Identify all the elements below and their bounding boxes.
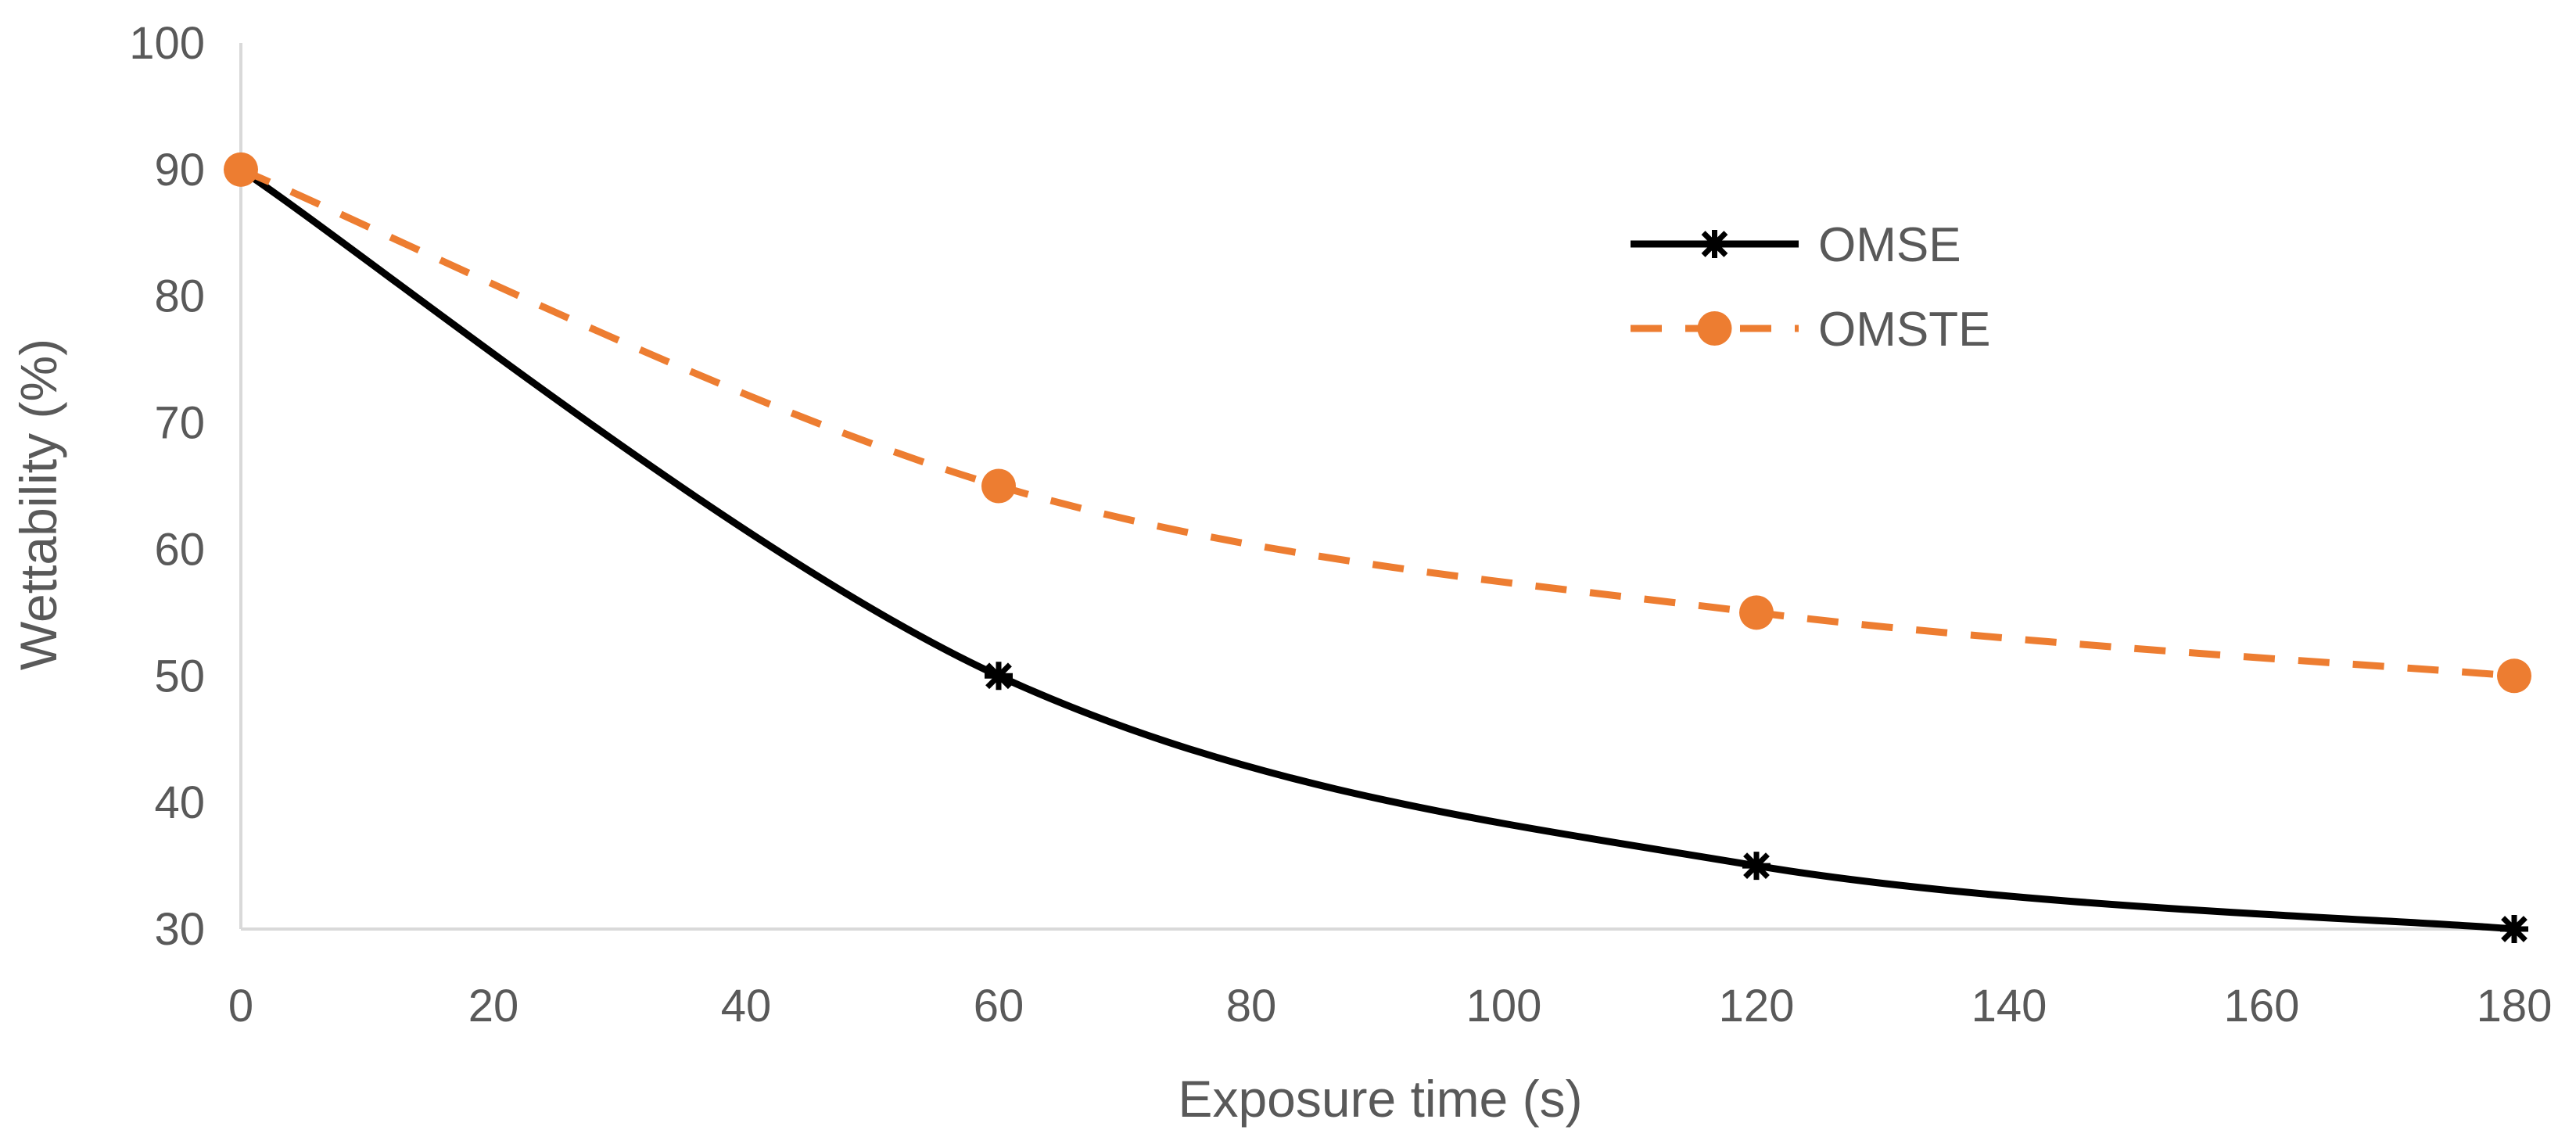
- axes: 30 40 50 60 70 80 90 100 0 20 40 60 80 100 120 140 160 18…: [129, 18, 2552, 1031]
- x-tick-label: 40: [721, 981, 772, 1031]
- data-point-omse: [985, 662, 1013, 691]
- legend-marker-omste: [1697, 311, 1732, 346]
- legend-label-omse: OMSE: [1818, 218, 1961, 272]
- y-tick-label: 80: [154, 271, 205, 322]
- data-point-omste: [981, 468, 1016, 504]
- data-point-omste: [224, 152, 258, 187]
- x-tick-label: 140: [1971, 981, 2047, 1031]
- y-tick-label: 60: [154, 524, 205, 575]
- y-tick-label: 90: [154, 145, 205, 196]
- series-line-omse: [237, 166, 2518, 933]
- data-point-omse: [1742, 852, 1771, 881]
- data-point-omste: [2497, 658, 2531, 694]
- legend-marker-omse: [1700, 230, 1729, 258]
- marker-stroke: [985, 662, 1012, 690]
- y-tick-label: 30: [154, 904, 205, 955]
- x-tick-label: 180: [2477, 981, 2553, 1031]
- data-point-omste: [1739, 595, 1774, 630]
- marker-stroke: [1743, 852, 1770, 879]
- series-line-omste: [239, 166, 2515, 680]
- x-tick-label: 120: [1719, 981, 1795, 1031]
- x-axis-title: Exposure time (s): [1178, 1070, 1582, 1128]
- data-point-omse: [2500, 915, 2528, 943]
- y-tick-label: 40: [154, 777, 205, 828]
- x-tick-label: 60: [974, 981, 1024, 1031]
- x-tick-label: 20: [468, 981, 519, 1031]
- plot-area: [224, 152, 2531, 943]
- legend-label-omste: OMSTE: [1818, 303, 1990, 357]
- x-tick-label: 100: [1466, 981, 1542, 1031]
- y-axis-title: Wettability (%): [9, 339, 67, 670]
- x-tick-label: 0: [228, 981, 253, 1031]
- marker-stroke: [1701, 231, 1728, 257]
- legend: OMSE OMSTE: [1631, 218, 1990, 357]
- x-tick-label: 160: [2224, 981, 2300, 1031]
- marker-stroke: [2501, 916, 2528, 942]
- y-tick-label: 70: [154, 398, 205, 449]
- y-tick-label: 100: [129, 18, 205, 69]
- x-tick-label: 80: [1226, 981, 1277, 1031]
- y-tick-label: 50: [154, 651, 205, 701]
